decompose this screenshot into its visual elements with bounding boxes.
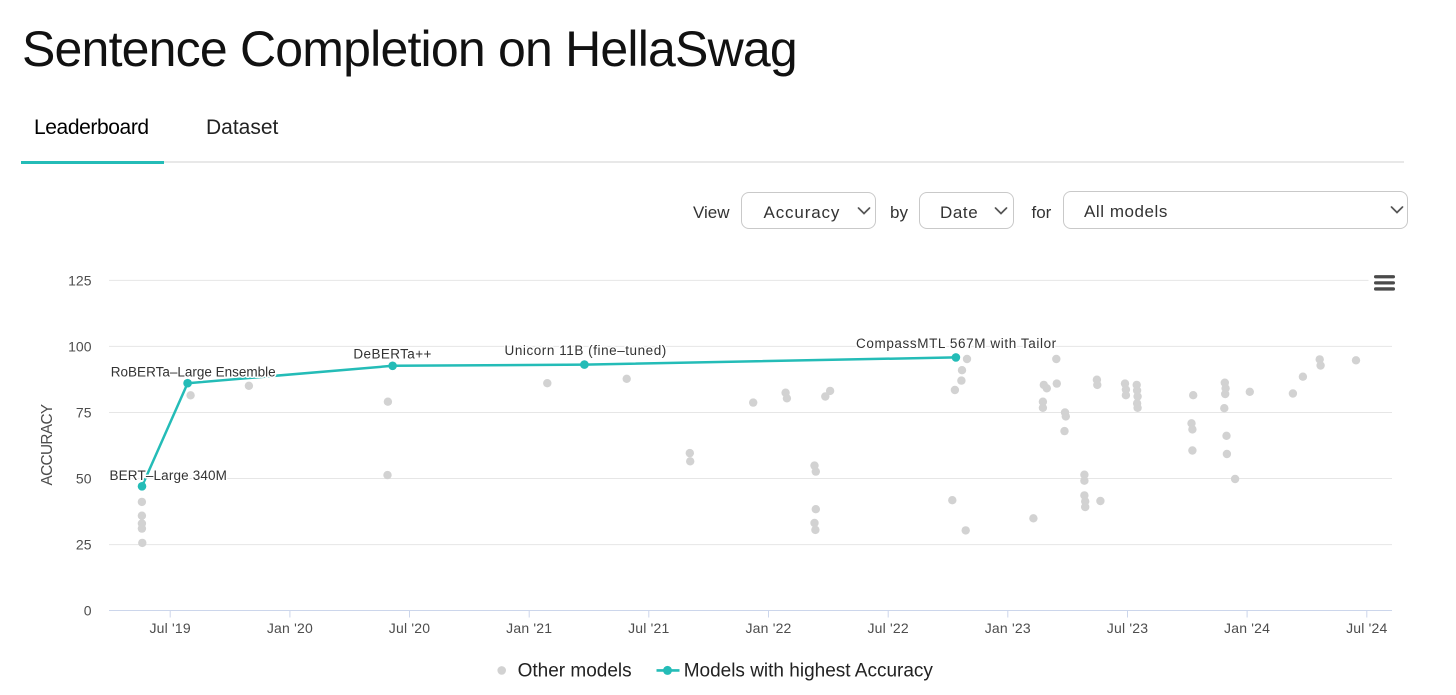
svg-text:Jul '21: Jul '21 xyxy=(628,620,669,636)
svg-text:Other models: Other models xyxy=(518,661,632,682)
svg-text:50: 50 xyxy=(76,470,92,486)
svg-text:Jan '20: Jan '20 xyxy=(267,620,313,636)
svg-text:Jul '23: Jul '23 xyxy=(1107,620,1148,636)
svg-text:ACCURACY: ACCURACY xyxy=(39,404,56,485)
svg-text:Jul '24: Jul '24 xyxy=(1346,620,1387,636)
svg-text:Jan '21: Jan '21 xyxy=(506,620,552,636)
svg-text:Jan '23: Jan '23 xyxy=(985,620,1031,636)
svg-text:RoBERTa–Large Ensemble: RoBERTa–Large Ensemble xyxy=(111,365,276,380)
svg-text:Unicorn 11B (fine–tuned): Unicorn 11B (fine–tuned) xyxy=(505,343,667,358)
svg-text:Jan '24: Jan '24 xyxy=(1224,620,1270,636)
svg-text:CompassMTL 567M with Tailor: CompassMTL 567M with Tailor xyxy=(856,336,1057,351)
svg-text:Models with highest Accuracy: Models with highest Accuracy xyxy=(684,661,934,682)
svg-text:Jul '20: Jul '20 xyxy=(389,620,430,636)
svg-text:Jul '19: Jul '19 xyxy=(149,620,190,636)
svg-text:BERT–Large 340M: BERT–Large 340M xyxy=(110,468,228,483)
svg-text:75: 75 xyxy=(76,404,92,420)
svg-text:125: 125 xyxy=(68,272,92,288)
svg-text:DeBERTa++: DeBERTa++ xyxy=(353,347,431,362)
svg-text:25: 25 xyxy=(76,537,92,553)
svg-text:Jan '22: Jan '22 xyxy=(745,620,791,636)
svg-text:0: 0 xyxy=(84,602,92,618)
svg-text:Jul '22: Jul '22 xyxy=(867,620,908,636)
svg-text:100: 100 xyxy=(68,338,92,354)
